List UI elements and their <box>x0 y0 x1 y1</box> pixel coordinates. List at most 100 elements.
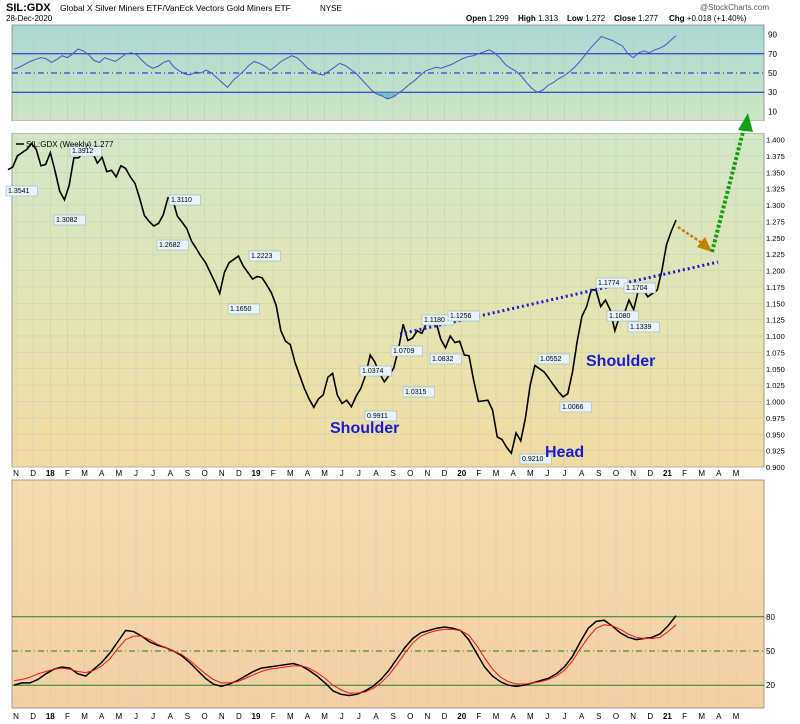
pattern-label-shoulder: Shoulder <box>586 353 655 370</box>
value-annotation-box <box>623 282 656 294</box>
value-annotation-box <box>402 386 435 398</box>
value-annotation-box <box>429 353 462 365</box>
price-tick-label: 1.250 <box>766 234 785 243</box>
x-tick-label: O <box>613 712 619 721</box>
value-annotation-box <box>53 214 86 226</box>
value-annotation: 1.0832 <box>432 356 454 363</box>
x-tick-label: J <box>357 712 361 721</box>
x-tick-label: A <box>305 469 311 478</box>
price-tick-label: 0.900 <box>766 463 785 472</box>
x-tick-label: O <box>613 469 619 478</box>
value-annotation: 1.0315 <box>405 389 427 396</box>
value-annotation: 1.3110 <box>171 197 192 204</box>
x-tick-label: M <box>81 712 88 721</box>
x-tick-label: J <box>545 469 549 478</box>
price-tick-label: 1.150 <box>766 299 785 308</box>
price-line <box>7 142 677 456</box>
value-annotation-box <box>69 145 102 157</box>
x-tick-label: M <box>81 469 88 478</box>
exchange-label: NYSE <box>320 4 342 13</box>
value-annotation: 1.0709 <box>393 348 415 355</box>
ohlc-close: Close 1.277 <box>614 14 659 23</box>
value-annotation-box <box>364 410 397 422</box>
watermark: @StockCharts.com <box>700 3 769 12</box>
x-tick-label: N <box>219 469 225 478</box>
x-tick-label: F <box>65 469 70 478</box>
x-tick-label: A <box>373 712 379 721</box>
price-tick-label: 1.200 <box>766 267 785 276</box>
value-annotation: 1.1339 <box>630 324 652 331</box>
x-tick-label: S <box>390 469 395 478</box>
x-tick-label: D <box>647 712 653 721</box>
x-tick-label: 19 <box>252 712 261 721</box>
value-annotation-box <box>606 310 639 322</box>
stoch-line-d <box>13 624 677 694</box>
x-tick-label: M <box>116 469 123 478</box>
value-annotation: 1.2682 <box>159 242 181 249</box>
x-tick-label: J <box>340 469 344 478</box>
x-tick-label: N <box>425 712 431 721</box>
x-tick-label: 21 <box>663 712 672 721</box>
value-annotation: 1.1180 <box>424 317 445 324</box>
x-tick-label: J <box>134 469 138 478</box>
x-tick-label: S <box>596 469 601 478</box>
x-tick-label: F <box>682 712 687 721</box>
value-annotation: 0.9911 <box>367 413 388 420</box>
pattern-label-shoulder: Shoulder <box>330 420 399 437</box>
price-tick-label: 1.025 <box>766 381 785 390</box>
x-tick-label: O <box>201 469 207 478</box>
value-annotation: 0.9210 <box>522 456 544 463</box>
value-annotation: 1.3541 <box>8 188 30 195</box>
x-tick-label: N <box>13 712 19 721</box>
x-tick-label: M <box>698 712 705 721</box>
x-tick-label: N <box>630 712 636 721</box>
x-tick-label: A <box>168 712 174 721</box>
value-annotation: 1.2223 <box>251 253 273 260</box>
x-tick-label: F <box>476 469 481 478</box>
x-tick-label: 21 <box>663 469 672 478</box>
stochastic-panel <box>11 479 765 709</box>
x-tick-label: M <box>321 469 328 478</box>
value-annotation: 1.3082 <box>56 217 78 224</box>
ohlc-readout: Open 1.299 High 1.313 Low 1.272 Close 1.277… <box>466 14 747 23</box>
value-annotation-box <box>227 303 260 315</box>
x-tick-label: J <box>545 712 549 721</box>
stoch-tick-label: 50 <box>766 647 775 656</box>
value-annotation-box <box>156 239 189 251</box>
axes-layer: N N D D 18 18 F F M M A A M M J J J J A A S S O O N N D D 19 19 F F M M A A… <box>13 31 785 721</box>
price-tick-label: 0.950 <box>766 430 785 439</box>
value-annotation: 1.0066 <box>562 404 584 411</box>
rsi-tick-label: 90 <box>768 31 777 40</box>
x-tick-label: J <box>563 469 567 478</box>
price-tick-label: 1.175 <box>766 283 785 292</box>
value-annotation-box <box>5 185 38 197</box>
price-tick-label: 1.350 <box>766 168 785 177</box>
x-tick-label: M <box>733 712 740 721</box>
x-tick-label: A <box>510 712 516 721</box>
value-annotation-box <box>447 310 480 322</box>
x-tick-label: F <box>271 469 276 478</box>
x-tick-label: A <box>99 469 105 478</box>
x-tick-label: D <box>236 712 242 721</box>
x-tick-label: J <box>151 712 155 721</box>
ohlc-high: High 1.313 <box>518 14 559 23</box>
price-tick-label: 1.400 <box>766 136 785 145</box>
rsi-layer <box>12 35 764 100</box>
x-tick-label: S <box>185 712 190 721</box>
x-tick-label: S <box>596 712 601 721</box>
price-tick-label: 1.300 <box>766 201 785 210</box>
x-tick-label: D <box>30 712 36 721</box>
x-tick-label: 20 <box>457 469 466 478</box>
price-tick-label: 1.125 <box>766 316 785 325</box>
x-tick-label: D <box>647 469 653 478</box>
value-annotation: 1.1774 <box>598 280 620 287</box>
value-annotation-box <box>248 250 281 262</box>
rsi-tick-label: 30 <box>768 88 777 97</box>
value-annotation-box <box>537 353 570 365</box>
x-tick-label: J <box>134 712 138 721</box>
x-tick-label: J <box>151 469 155 478</box>
x-tick-label: F <box>271 712 276 721</box>
x-tick-label: F <box>65 712 70 721</box>
x-tick-label: 18 <box>46 469 55 478</box>
